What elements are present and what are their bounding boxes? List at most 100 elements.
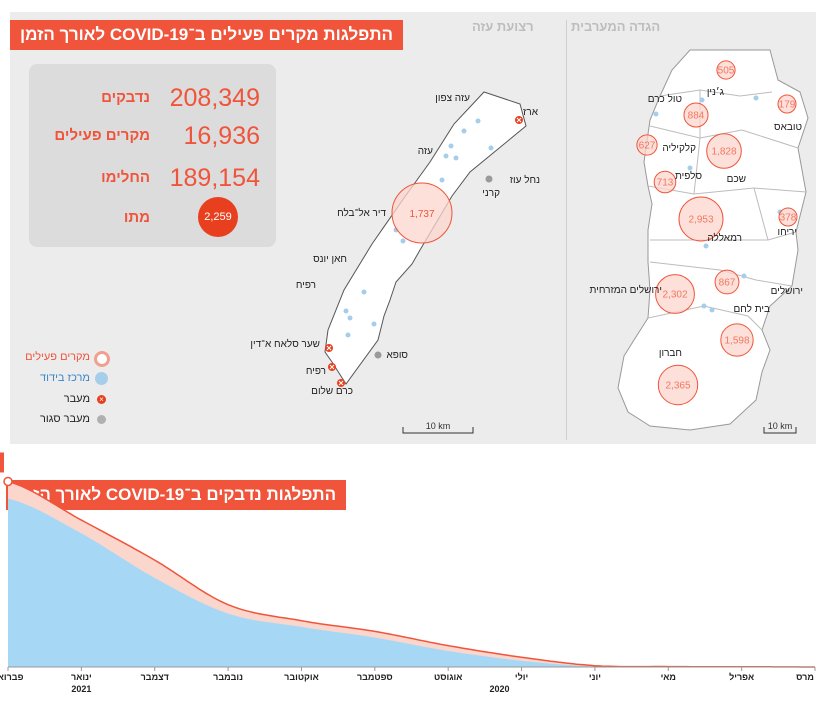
district-label: בית לחם — [733, 303, 770, 315]
place-label: קרני — [482, 188, 500, 199]
gaza-section-label: רצועת עזה — [472, 19, 534, 34]
active-cases-ring-icon — [94, 351, 110, 367]
place-label: נחל עוז — [510, 174, 540, 186]
x-tick-label: יוני — [589, 672, 601, 682]
gaza-scale-bar: 10 km — [402, 421, 474, 434]
closed-crossing-icon — [374, 351, 382, 359]
district-active-value: 627 — [639, 141, 656, 152]
year-label: 2020 — [490, 684, 510, 694]
district-active-value: 713 — [657, 178, 674, 189]
district-active-bubble — [678, 196, 724, 242]
place-label: שער סלאח א־דין — [250, 338, 320, 350]
westbank-active-bubbles: 505 179 884 627 1,828 713 2,953 378 2,302 867 1,59… — [636, 60, 798, 406]
crossing-icon — [337, 379, 345, 387]
district-label: ג׳נין — [707, 87, 724, 98]
place-label: עזה — [418, 146, 433, 157]
district-label: רמאללה — [707, 232, 742, 244]
x-tick-label: ספטמבר — [357, 672, 393, 682]
year-label: 2021 — [71, 684, 91, 694]
district-active-value: 884 — [688, 111, 705, 122]
district-label: יריחו — [777, 227, 797, 238]
district-active-bubble — [655, 274, 695, 314]
district-label: טול כרם — [648, 93, 682, 105]
legend-active: מקרים פעילים — [25, 351, 90, 363]
district-active-value: 2,953 — [688, 215, 713, 226]
district-active-value: 1,598 — [724, 336, 749, 347]
district-label: סלפית — [675, 170, 703, 182]
cumulative-area-chart: מרס אפריל מאי יוני יולי אוגוסט ספטמבר אוקטובר נו… — [0, 452, 816, 694]
isolation-center-dot-icon — [95, 372, 108, 385]
recovered-annotation: 189,154 — [0, 535, 3, 549]
x-tick-label: אוגוסט — [434, 672, 462, 682]
stat-infected-label: נדבקים — [101, 89, 150, 106]
crossing-icon — [325, 344, 333, 352]
district-label: טובאס — [774, 122, 802, 133]
westbank-scale-bar: 10 km — [763, 421, 797, 434]
closed-crossing-dot-icon — [97, 415, 106, 424]
place-label: רפיח — [296, 280, 316, 291]
district-active-bubble — [653, 170, 677, 194]
x-tick-label: ינואר — [71, 672, 92, 682]
gaza-map: 1,737 עזה צפון ארז עזה נחל עוז קרני דיר … — [250, 49, 809, 434]
place-label: סופא — [386, 350, 408, 361]
chart-title: התפלגות נדבקים ב־COVID-19 לאורך הזמן — [6, 480, 347, 510]
district-active-bubble — [720, 323, 754, 357]
crossing-icon — [515, 116, 523, 124]
district-active-bubble — [683, 102, 709, 128]
legend-closed-crossing: מעבר סגור — [40, 413, 90, 425]
gaza-active-bubble — [391, 182, 453, 244]
district-active-bubble — [777, 94, 797, 114]
district-active-bubble — [636, 134, 658, 156]
stat-deaths-value: 2,259 — [198, 197, 238, 237]
district-label: שכם — [727, 174, 746, 185]
infected-annotation-box — [0, 452, 4, 473]
district-active-value: 179 — [779, 100, 796, 111]
legend-isolation: מרכז בידוד — [40, 372, 90, 384]
x-tick-label: מאי — [661, 672, 676, 682]
district-label: קלקיליה — [662, 142, 696, 154]
westbank-section-label: הגדה המערבית — [571, 19, 661, 34]
district-active-value: 867 — [719, 278, 736, 289]
place-label: דיר אל־בלח — [337, 207, 386, 219]
x-tick-label: פברואר — [0, 672, 24, 682]
district-active-bubble — [716, 60, 736, 80]
crossing-icon — [328, 363, 336, 371]
x-tick-label: יולי — [515, 672, 528, 682]
stat-active-value: 16,936 — [183, 122, 260, 150]
stat-recovered-value: 189,154 — [169, 164, 260, 192]
x-tick-label: דצמבר — [141, 672, 169, 682]
legend-crossing: מעבר — [63, 393, 90, 405]
recovered-area — [8, 498, 815, 667]
stat-active-label: מקרים פעילים — [54, 127, 150, 144]
district-label: ירושלים — [771, 285, 803, 297]
stat-recovered-label: החלימו — [101, 169, 150, 186]
place-label: עזה צפון — [435, 93, 470, 104]
section-divider — [566, 20, 567, 440]
x-tick-label: אוקטובר — [284, 672, 319, 682]
place-label: חאן יונס — [313, 254, 347, 265]
district-active-value: 2,302 — [662, 290, 687, 301]
district-active-value: 2,365 — [665, 381, 690, 392]
stat-deaths-label: מתו — [123, 209, 150, 226]
district-active-bubble — [714, 269, 740, 295]
place-label: כרם שלום — [311, 385, 353, 397]
district-active-bubble — [778, 207, 798, 227]
district-label: ירושלים המזרחית — [590, 284, 662, 296]
district-label: חברון — [659, 348, 682, 359]
gaza-crossings — [325, 116, 523, 387]
x-tick-label: אפריל — [729, 672, 754, 682]
svg-text:10 km: 10 km — [426, 421, 451, 431]
gaza-active-label: 1,737 — [409, 209, 434, 220]
recovered-annotation-label: החלימו — [0, 549, 3, 563]
place-label: ארז — [523, 107, 539, 118]
x-tick-label: מרס — [796, 672, 814, 682]
infected-end-marker — [3, 476, 13, 487]
closed-crossing-icon — [485, 175, 493, 183]
stat-infected-value: 208,349 — [169, 84, 260, 112]
district-active-bubble — [706, 133, 742, 169]
district-active-bubble — [657, 364, 699, 406]
crossing-x-icon: × — [97, 395, 106, 404]
district-active-value: 505 — [718, 66, 735, 77]
place-label: רפיח — [306, 366, 326, 377]
district-active-value: 1,828 — [711, 147, 736, 158]
